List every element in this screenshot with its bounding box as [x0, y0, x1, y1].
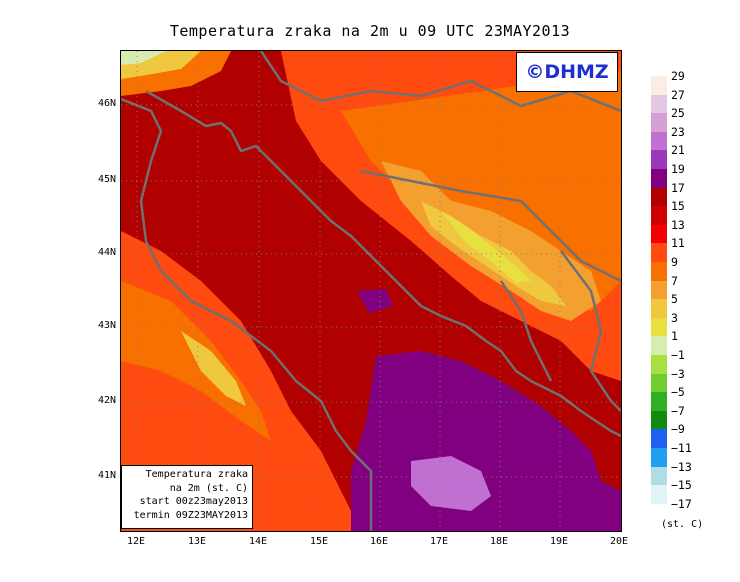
lat-label: 45N: [97, 174, 116, 185]
colorbar-label: 27: [671, 87, 685, 102]
colorbar-label: −13: [671, 459, 692, 474]
colorbar-swatch: [651, 448, 667, 467]
colorbar-label: −15: [671, 478, 692, 493]
colorbar-swatch: [651, 94, 667, 114]
colorbar-swatch: [651, 503, 667, 523]
colorbar-swatch: [651, 76, 667, 95]
colorbar-label: 13: [671, 217, 685, 232]
colorbar-swatch: [651, 169, 667, 188]
border-inland-3: [560, 250, 621, 412]
colorbar-swatch: [651, 150, 667, 169]
colorbar-unit: (st. C): [661, 519, 704, 530]
colorbar-swatch: [651, 280, 667, 300]
info-box: Temperatura zraka na 2m (st. C) start 00…: [121, 465, 253, 529]
graticule: [121, 51, 621, 531]
info-line-3: start 00z23may2013: [139, 496, 248, 507]
lat-label: 44N: [97, 247, 116, 258]
lon-label: 15E: [309, 536, 329, 547]
colorbar-swatch: [651, 485, 667, 504]
colorbar-label: 29: [671, 69, 685, 83]
field-zone-23: [411, 456, 491, 511]
colorbar-label: 15: [671, 199, 685, 214]
colorbar-label: 21: [671, 143, 685, 158]
colorbar-swatch: [651, 373, 667, 393]
coastline-east-adriatic: [145, 89, 621, 438]
colorbar-swatch: [651, 113, 667, 132]
coastline-italy: [121, 97, 373, 531]
temperature-map: [120, 50, 622, 532]
lat-label: 41N: [97, 470, 116, 481]
colorbar-swatch: [651, 224, 667, 244]
lon-label: 12E: [126, 536, 146, 547]
colorbar-swatch: [651, 187, 667, 207]
colorbar-label: 23: [671, 124, 685, 139]
field-italy-5: [181, 331, 246, 406]
dhmz-logo: ©DHMZ: [516, 52, 618, 92]
lon-label: 18E: [489, 536, 509, 547]
lon-label: 19E: [549, 536, 569, 547]
colorbar-label: −3: [671, 366, 685, 381]
info-line-4: termin 09Z23MAY2013: [133, 509, 248, 521]
colorbar-label: −5: [671, 385, 685, 400]
colorbar-swatch: [651, 336, 667, 355]
temperature-field: [121, 51, 621, 531]
colorbar-label: 9: [671, 255, 678, 269]
colorbar-label: −17: [671, 496, 692, 511]
lon-label: 16E: [369, 536, 389, 547]
colorbar-swatch: [651, 410, 667, 430]
colorbar-swatch: [651, 206, 667, 225]
colorbar-label: 17: [671, 180, 685, 195]
colorbar-swatch: [651, 262, 667, 281]
field-zone-3: [441, 211, 531, 283]
lon-label: 14E: [248, 536, 268, 547]
colorbar-label: 7: [671, 273, 678, 288]
colorbar-swatch: [651, 429, 667, 448]
border-inland-1: [360, 169, 621, 283]
colorbar-swatch: [651, 392, 667, 411]
colorbar-label: −11: [671, 441, 692, 455]
lat-label: 46N: [97, 98, 116, 109]
colorbar-label: 5: [671, 292, 678, 307]
colorbar: [651, 76, 667, 523]
colorbar-label: 3: [671, 310, 678, 325]
colorbar-swatch: [651, 243, 667, 262]
colorbar-swatch: [651, 299, 667, 318]
lat-label: 43N: [97, 320, 116, 331]
colorbar-label: 19: [671, 162, 685, 176]
lon-label: 17E: [429, 536, 449, 547]
info-line-2: na 2m (st. C): [169, 482, 248, 494]
lon-label: 13E: [187, 536, 207, 547]
field-zone-21-coastal: [357, 289, 393, 313]
colorbar-label: −9: [671, 422, 685, 437]
colorbar-swatch: [651, 355, 667, 374]
map-title: Temperatura zraka na 2m u 09 UTC 23MAY20…: [169, 22, 571, 40]
lat-label: 42N: [97, 395, 116, 406]
colorbar-label: 11: [671, 236, 685, 251]
colorbar-swatch: [651, 317, 667, 337]
border-inland-2: [499, 280, 553, 382]
colorbar-label: −7: [671, 403, 685, 418]
colorbar-label: −1: [671, 348, 685, 362]
border-north: [259, 51, 621, 113]
colorbar-label: 1: [671, 329, 678, 344]
lon-label: 20E: [609, 536, 629, 547]
colorbar-label: 25: [671, 106, 685, 121]
colorbar-swatch: [651, 131, 667, 151]
colorbar-swatch: [651, 466, 667, 486]
field-alps-1: [121, 51, 166, 65]
info-line-1: Temperatura zraka: [145, 469, 248, 480]
